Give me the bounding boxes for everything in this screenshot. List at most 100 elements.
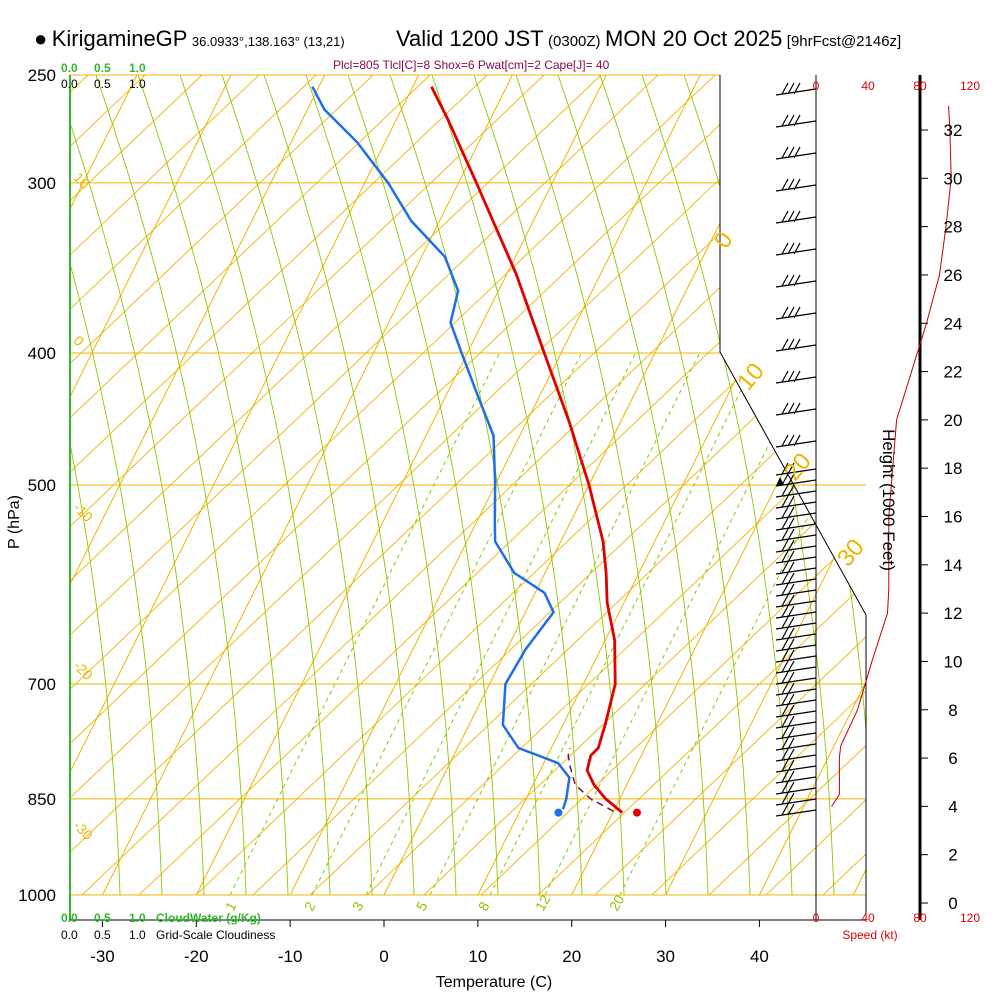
y-axis-label: P (hPa) bbox=[6, 495, 23, 549]
station-coords: 36.0933°,138.163° (13,21) bbox=[191, 34, 345, 49]
wind-barb-feather bbox=[793, 338, 801, 351]
mixing-ratio-label: 5 bbox=[413, 899, 431, 914]
pressure-tick-label: 1000 bbox=[18, 886, 56, 905]
wind-barb-feather bbox=[787, 748, 795, 761]
wind-barb-feather bbox=[787, 484, 795, 497]
wind-barb-feather bbox=[781, 242, 789, 255]
wind-barb-feather bbox=[781, 770, 789, 783]
adiabat-line bbox=[70, 75, 488, 895]
height-tick-label: 32 bbox=[944, 121, 963, 140]
wind-barb bbox=[775, 781, 817, 795]
wind-barb-feather bbox=[781, 528, 789, 541]
wind-barb-feather bbox=[781, 715, 789, 728]
wind-barb-feather bbox=[787, 770, 795, 783]
wind-barb-feather bbox=[787, 594, 795, 607]
wind-barb bbox=[775, 715, 817, 729]
dry-adiabat-label: 30 bbox=[832, 534, 870, 572]
pressure-tick-label: 700 bbox=[28, 675, 56, 694]
wind-barb bbox=[775, 737, 817, 751]
wind-barb-feather bbox=[787, 660, 795, 673]
wind-barb-feather bbox=[787, 638, 795, 651]
temp-tick-label: 30 bbox=[656, 947, 675, 966]
wind-barb bbox=[775, 506, 817, 520]
wind-barb-feather bbox=[781, 583, 789, 596]
wind-barb bbox=[775, 338, 817, 352]
wind-barb-shaft bbox=[775, 655, 817, 663]
wind-barb bbox=[775, 561, 817, 575]
mixing-ratio-label: 2 bbox=[301, 899, 319, 914]
wind-barb-feather bbox=[781, 539, 789, 552]
wind-barb-feather bbox=[793, 114, 801, 127]
adiabat-line bbox=[708, 75, 866, 895]
sounding-series bbox=[311, 86, 641, 817]
wind-barb bbox=[775, 242, 817, 256]
valid-label: Valid 1200 JST bbox=[396, 26, 544, 51]
height-tick-label: 12 bbox=[944, 604, 963, 623]
pressure-tick-label: 400 bbox=[28, 344, 56, 363]
isotherm-label: 0 bbox=[70, 332, 87, 349]
wind-barb bbox=[775, 748, 817, 762]
wind-barb bbox=[775, 146, 817, 160]
cloudwater-scale-top: 0.5 bbox=[94, 61, 111, 75]
valid-time: Valid 1200 JST (0300Z) MON 20 Oct 2025 [… bbox=[396, 26, 901, 52]
wind-barb-shaft bbox=[775, 545, 817, 553]
adiabat-line bbox=[594, 75, 866, 895]
mixing-ratio-label: 20 bbox=[606, 892, 628, 914]
wind-barb-feather bbox=[787, 114, 795, 127]
cloudiness-scale-top: 0.0 bbox=[61, 77, 78, 91]
station-dot-icon: ● bbox=[34, 26, 48, 51]
moist-adiabat-line bbox=[70, 75, 121, 895]
surface-dewpoint-marker bbox=[554, 808, 563, 817]
height-tick-label: 20 bbox=[944, 411, 963, 430]
wind-barb bbox=[775, 434, 817, 448]
wind-barb-feather bbox=[787, 82, 795, 95]
wind-barb bbox=[775, 114, 817, 128]
temp-tick-label: 40 bbox=[750, 947, 769, 966]
temp-tick-label: -30 bbox=[90, 947, 115, 966]
wind-barb bbox=[775, 178, 817, 192]
isotherm-label: -10 bbox=[70, 499, 96, 525]
height-tick-label: 6 bbox=[948, 749, 957, 768]
height-axis-label: Height (1000 Feet) bbox=[879, 429, 898, 571]
wind-barb-feather bbox=[787, 781, 795, 794]
wind-barb bbox=[775, 726, 817, 740]
cloudiness-scale-top: 1.0 bbox=[129, 77, 146, 91]
wind-barb-feather bbox=[787, 616, 795, 629]
cloudiness-scale-bottom: 0.0 bbox=[61, 928, 78, 942]
moist-adiabat-line bbox=[347, 75, 499, 895]
moist-adiabat-line bbox=[473, 75, 625, 895]
wind-barb-feather bbox=[781, 370, 789, 383]
wind-barb-feather bbox=[781, 649, 789, 662]
wind-barb-feather bbox=[781, 616, 789, 629]
moist-adiabat-line bbox=[221, 75, 373, 895]
wind-barb-feather bbox=[787, 242, 795, 255]
adiabat-line bbox=[70, 75, 260, 895]
wind-barb-feather bbox=[781, 572, 789, 585]
wind-barb-feather bbox=[793, 434, 801, 447]
adiabat-line bbox=[70, 75, 374, 895]
wind-barb-feather bbox=[787, 539, 795, 552]
moist-adiabat-line bbox=[137, 75, 289, 895]
wind-barb-shaft bbox=[775, 765, 817, 773]
wind-barb-shaft bbox=[775, 567, 817, 575]
height-tick-label: 2 bbox=[948, 846, 957, 865]
isotherm-label: -20 bbox=[70, 657, 96, 683]
cloudwater-scale-bottom: 1.0 bbox=[129, 911, 146, 925]
wind-barb-feather bbox=[787, 572, 795, 585]
parcel-line bbox=[567, 747, 614, 812]
wind-barb-shaft bbox=[775, 710, 817, 718]
wind-barb-feather bbox=[781, 338, 789, 351]
wind-barb bbox=[775, 803, 817, 817]
wind-barb-feather bbox=[787, 370, 795, 383]
wind-barb bbox=[775, 660, 817, 674]
wind-barb-feather bbox=[781, 306, 789, 319]
height-tick-label: 30 bbox=[944, 169, 963, 188]
wind-barb-feather bbox=[787, 274, 795, 287]
wind-barb-shaft bbox=[775, 798, 817, 806]
wind-barb-feather bbox=[781, 178, 789, 191]
wind-barb-feather bbox=[787, 338, 795, 351]
isotherm-line bbox=[70, 75, 232, 895]
wind-barb-feather bbox=[787, 759, 795, 772]
wind-barb bbox=[775, 572, 817, 586]
